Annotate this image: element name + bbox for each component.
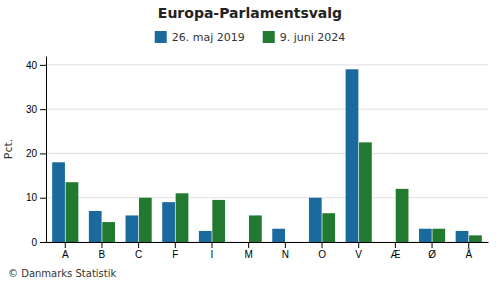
x-tick: B	[99, 242, 106, 260]
x-tick-label: N	[282, 249, 289, 260]
bar	[432, 229, 445, 242]
x-axis: ABCFIMNOVÆØÅ	[47, 242, 489, 260]
grid-line	[46, 109, 488, 110]
legend-item: 26. maj 2019	[155, 31, 245, 44]
y-tick-label: 40	[26, 60, 38, 71]
bar-series	[66, 142, 482, 242]
footer: © Danmarks Statistik	[8, 268, 117, 279]
title: Europa-Parlamentsvalg	[158, 5, 342, 21]
chart: Europa-Parlamentsvalg A B C F I M N O V Æ Ø Å 0 10 20 30…	[0, 0, 500, 282]
bar	[272, 229, 285, 242]
legend-label: 26. maj 2019	[172, 31, 245, 44]
y-axis: 0 10 20 30 40	[26, 57, 47, 248]
bar	[456, 231, 469, 242]
x-tick-mark	[285, 242, 286, 248]
x-tick-label: Å	[465, 248, 472, 260]
x-tick: F	[172, 242, 178, 260]
y-tick-label: 20	[26, 148, 38, 159]
y-tick-mark	[40, 242, 46, 243]
x-axis-line	[47, 242, 489, 243]
x-tick-label: Ø	[428, 249, 436, 260]
y-tick-mark	[40, 65, 46, 66]
x-tick: M	[244, 242, 252, 260]
x-tick: A	[62, 242, 69, 260]
y-tick-mark	[40, 109, 46, 110]
x-tick-label: C	[135, 249, 142, 260]
x-tick-mark	[468, 242, 469, 248]
x-tick-mark	[432, 242, 433, 248]
bar	[126, 215, 139, 242]
plot-area: A B C F I M N O V Æ Ø Å 0 10 20 30 40	[26, 57, 489, 261]
legend-label: 9. juni 2024	[280, 31, 346, 44]
x-tick-mark	[101, 242, 102, 248]
y-axis-title: Pct.	[2, 139, 15, 160]
y-tick: 30	[26, 104, 46, 115]
bar	[66, 182, 79, 242]
bar	[212, 200, 225, 242]
x-tick-mark	[138, 242, 139, 248]
y-tick-label: 10	[26, 192, 38, 203]
legend: 26. maj 2019 9. juni 2024	[155, 31, 346, 44]
legend-item: 9. juni 2024	[263, 31, 346, 44]
x-tick-label: V	[355, 249, 362, 260]
x-tick-mark	[175, 242, 176, 248]
bar	[249, 215, 262, 242]
x-tick-mark	[248, 242, 249, 248]
bar	[102, 222, 115, 242]
y-axis-line	[46, 57, 47, 243]
y-tick-label: 30	[26, 104, 38, 115]
x-tick-label: O	[318, 249, 326, 260]
bar	[396, 189, 409, 242]
bar	[199, 231, 212, 242]
y-tick: 20	[26, 148, 46, 159]
x-tick-label: A	[62, 249, 69, 260]
y-tick-mark	[40, 198, 46, 199]
grid-line	[46, 64, 488, 65]
bar	[359, 142, 372, 242]
grid-line	[46, 197, 488, 198]
x-tick-label: M	[244, 249, 252, 260]
x-tick: N	[282, 242, 289, 260]
x-tick: Å	[465, 242, 472, 260]
x-tick: Ø	[428, 242, 436, 260]
x-tick: I	[211, 242, 214, 260]
x-tick: Æ	[390, 242, 400, 260]
y-tick: 0	[31, 237, 46, 248]
y-tick-mark	[40, 153, 46, 154]
bar	[139, 198, 152, 242]
x-tick: V	[355, 242, 362, 260]
x-tick: O	[318, 242, 326, 260]
bar	[346, 69, 359, 242]
bar	[469, 235, 482, 242]
x-tick-mark	[395, 242, 396, 248]
y-tick-label: 0	[31, 237, 37, 248]
x-tick-mark	[211, 242, 212, 248]
y-tick: 10	[26, 192, 46, 203]
bar	[382, 242, 395, 243]
x-tick-label: Æ	[390, 249, 400, 260]
x-tick-label: I	[211, 249, 214, 260]
legend-swatch	[263, 31, 275, 43]
grid	[46, 65, 488, 242]
bar	[286, 242, 299, 243]
bars	[52, 69, 482, 242]
bar	[236, 242, 249, 243]
bar-series	[52, 69, 468, 242]
bar	[52, 162, 65, 242]
y-tick: 40	[26, 60, 46, 71]
bar	[176, 193, 189, 242]
bar	[89, 211, 102, 242]
x-tick-mark	[358, 242, 359, 248]
bar	[322, 213, 335, 242]
x-tick-mark	[65, 242, 66, 248]
x-tick-label: B	[99, 249, 106, 260]
x-tick: C	[135, 242, 142, 260]
legend-swatch	[155, 31, 167, 43]
bar	[309, 198, 322, 242]
x-tick-label: F	[172, 249, 178, 260]
x-tick-mark	[322, 242, 323, 248]
grid-line	[46, 153, 488, 154]
bar	[419, 229, 432, 242]
bar	[162, 202, 175, 242]
